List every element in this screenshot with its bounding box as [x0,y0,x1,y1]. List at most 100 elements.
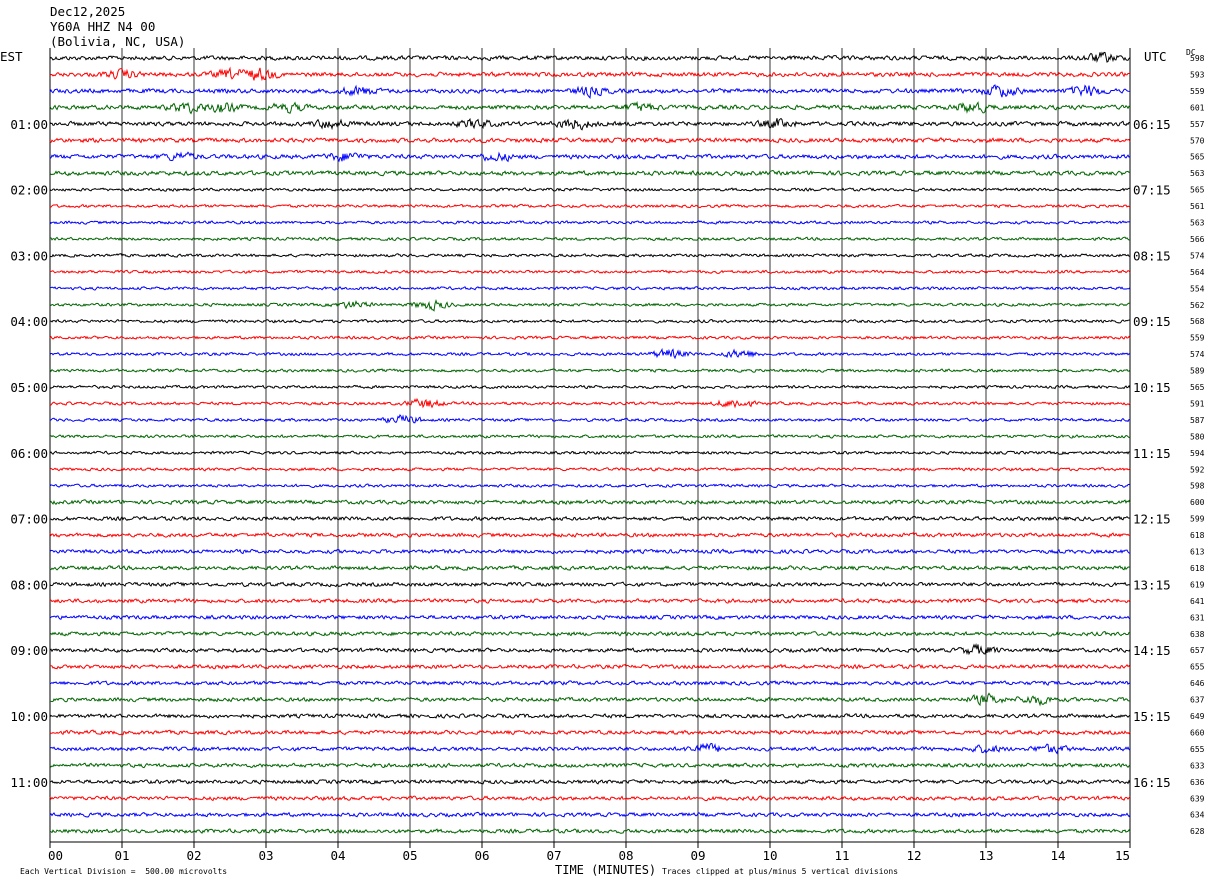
station-code: Y60A HHZ N4 00 [50,19,156,34]
right-hour-label-10: 16:15 [1133,775,1171,790]
dc-offset-26: 598 [1190,482,1205,491]
trace-36 [49,642,1131,656]
dc-offset-16: 568 [1190,317,1205,326]
trace-18 [49,347,1131,360]
trace-24 [49,450,1131,456]
trace-27 [49,499,1131,505]
x-tick-label-3: 03 [258,848,273,863]
dc-offset-41: 660 [1190,728,1205,737]
right-timezone-label: UTC [1144,49,1167,64]
dc-offset-5: 570 [1190,136,1205,145]
dc-offset-27: 600 [1190,498,1205,507]
right-hour-label-0: 06:15 [1133,117,1171,132]
trace-22 [49,414,1131,424]
left-hour-label-6: 07:00 [10,512,48,527]
left-hour-label-0: 01:00 [10,117,48,132]
trace-37 [49,663,1131,670]
trace-29 [49,532,1131,538]
scale-note: Each Vertical Division = 500.00 microvol… [20,867,228,876]
dc-offset-3: 601 [1190,103,1205,112]
right-hour-label-5: 11:15 [1133,446,1171,461]
dc-offset-40: 649 [1190,712,1205,721]
dc-offset-39: 637 [1190,696,1205,705]
right-hour-label-9: 15:15 [1133,709,1171,724]
trace-42 [49,742,1131,755]
dc-offset-25: 592 [1190,465,1205,474]
dc-column-label: DC [1186,48,1196,57]
dc-offset-12: 574 [1190,251,1205,260]
trace-2 [49,84,1131,99]
left-hour-label-3: 04:00 [10,314,48,329]
right-hour-label-3: 09:15 [1133,314,1171,329]
station-location: (Bolivia, NC, USA) [50,34,186,49]
x-tick-label-7: 07 [546,848,561,863]
trace-26 [49,483,1131,489]
trace-35 [49,630,1131,637]
dc-offset-43: 633 [1190,761,1205,770]
dc-offset-44: 636 [1190,778,1205,787]
dc-offset-23: 580 [1190,432,1205,441]
dc-offset-18: 574 [1190,350,1205,359]
trace-8 [49,187,1131,192]
dc-offset-31: 618 [1190,564,1205,573]
clip-note: Traces clipped at plus/minus 5 vertical … [662,867,899,876]
dc-offset-11: 566 [1190,235,1205,244]
trace-14 [49,286,1131,291]
trace-20 [49,384,1131,390]
trace-12 [49,253,1131,258]
dc-offset-30: 613 [1190,548,1205,557]
x-tick-label-8: 08 [618,848,633,863]
right-hour-label-4: 10:15 [1133,380,1171,395]
dc-offset-34: 631 [1190,613,1205,622]
x-tick-label-6: 06 [474,848,489,863]
dc-offset-32: 619 [1190,580,1205,589]
dc-offset-13: 564 [1190,268,1205,277]
trace-32 [49,581,1131,588]
trace-21 [49,397,1131,409]
trace-16 [49,318,1131,324]
right-hour-label-7: 13:15 [1133,577,1171,592]
trace-31 [49,565,1131,571]
dc-offset-46: 634 [1190,811,1205,820]
trace-45 [49,795,1131,802]
trace-30 [49,548,1131,555]
dc-offset-14: 554 [1190,284,1205,293]
trace-10 [49,220,1131,225]
dc-offset-4: 557 [1190,120,1205,129]
dc-offset-10: 563 [1190,219,1205,228]
trace-9 [49,203,1131,209]
right-hour-label-8: 14:15 [1133,643,1171,658]
trace-5 [49,137,1131,144]
left-hour-label-4: 05:00 [10,380,48,395]
dc-offset-15: 562 [1190,301,1205,310]
dc-offset-7: 563 [1190,169,1205,178]
x-axis-title: TIME (MINUTES) [555,863,657,877]
dc-offset-0: 598 [1190,54,1205,63]
dc-offset-36: 657 [1190,646,1205,655]
x-tick-label-9: 09 [690,848,705,863]
axis-layer: 598 593 559 601 557 570 565 563 565 561 563 566 574 5… [10,54,1204,863]
trace-39 [49,692,1131,707]
trace-1 [49,66,1131,82]
trace-40 [49,713,1131,719]
trace-33 [49,598,1131,604]
left-hour-label-8: 09:00 [10,643,48,658]
dc-offset-8: 565 [1190,186,1205,195]
dc-offset-17: 559 [1190,334,1205,343]
dc-offset-9: 561 [1190,202,1205,211]
trace-43 [49,762,1131,769]
dc-offset-29: 618 [1190,531,1205,540]
trace-layer [49,51,1131,834]
trace-13 [49,269,1131,275]
trace-6 [49,151,1131,163]
x-tick-label-12: 12 [906,848,921,863]
right-hour-label-2: 08:15 [1133,248,1171,263]
x-tick-label-1: 01 [114,848,129,863]
x-tick-label-15: 15 [1115,848,1130,863]
dc-offset-33: 641 [1190,597,1205,606]
trace-46 [49,811,1131,818]
trace-4 [49,117,1131,131]
dc-offset-2: 559 [1190,87,1205,96]
dc-offset-47: 628 [1190,827,1205,836]
